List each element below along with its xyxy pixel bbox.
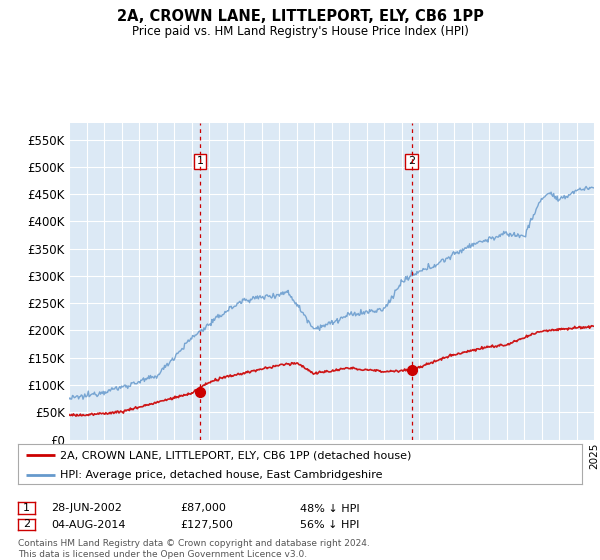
Text: 2A, CROWN LANE, LITTLEPORT, ELY, CB6 1PP (detached house): 2A, CROWN LANE, LITTLEPORT, ELY, CB6 1PP… bbox=[60, 450, 412, 460]
Text: HPI: Average price, detached house, East Cambridgeshire: HPI: Average price, detached house, East… bbox=[60, 470, 383, 480]
Text: 2A, CROWN LANE, LITTLEPORT, ELY, CB6 1PP: 2A, CROWN LANE, LITTLEPORT, ELY, CB6 1PP bbox=[116, 9, 484, 24]
Text: 2: 2 bbox=[23, 519, 30, 529]
Text: 04-AUG-2014: 04-AUG-2014 bbox=[51, 520, 125, 530]
Text: £127,500: £127,500 bbox=[180, 520, 233, 530]
Text: £87,000: £87,000 bbox=[180, 503, 226, 514]
Text: 56% ↓ HPI: 56% ↓ HPI bbox=[300, 520, 359, 530]
Text: 2: 2 bbox=[408, 156, 415, 166]
Text: 48% ↓ HPI: 48% ↓ HPI bbox=[300, 503, 359, 514]
Text: Contains HM Land Registry data © Crown copyright and database right 2024.
This d: Contains HM Land Registry data © Crown c… bbox=[18, 539, 370, 559]
Text: 1: 1 bbox=[23, 503, 30, 513]
Text: Price paid vs. HM Land Registry's House Price Index (HPI): Price paid vs. HM Land Registry's House … bbox=[131, 25, 469, 38]
Text: 28-JUN-2002: 28-JUN-2002 bbox=[51, 503, 122, 514]
Text: 1: 1 bbox=[197, 156, 203, 166]
